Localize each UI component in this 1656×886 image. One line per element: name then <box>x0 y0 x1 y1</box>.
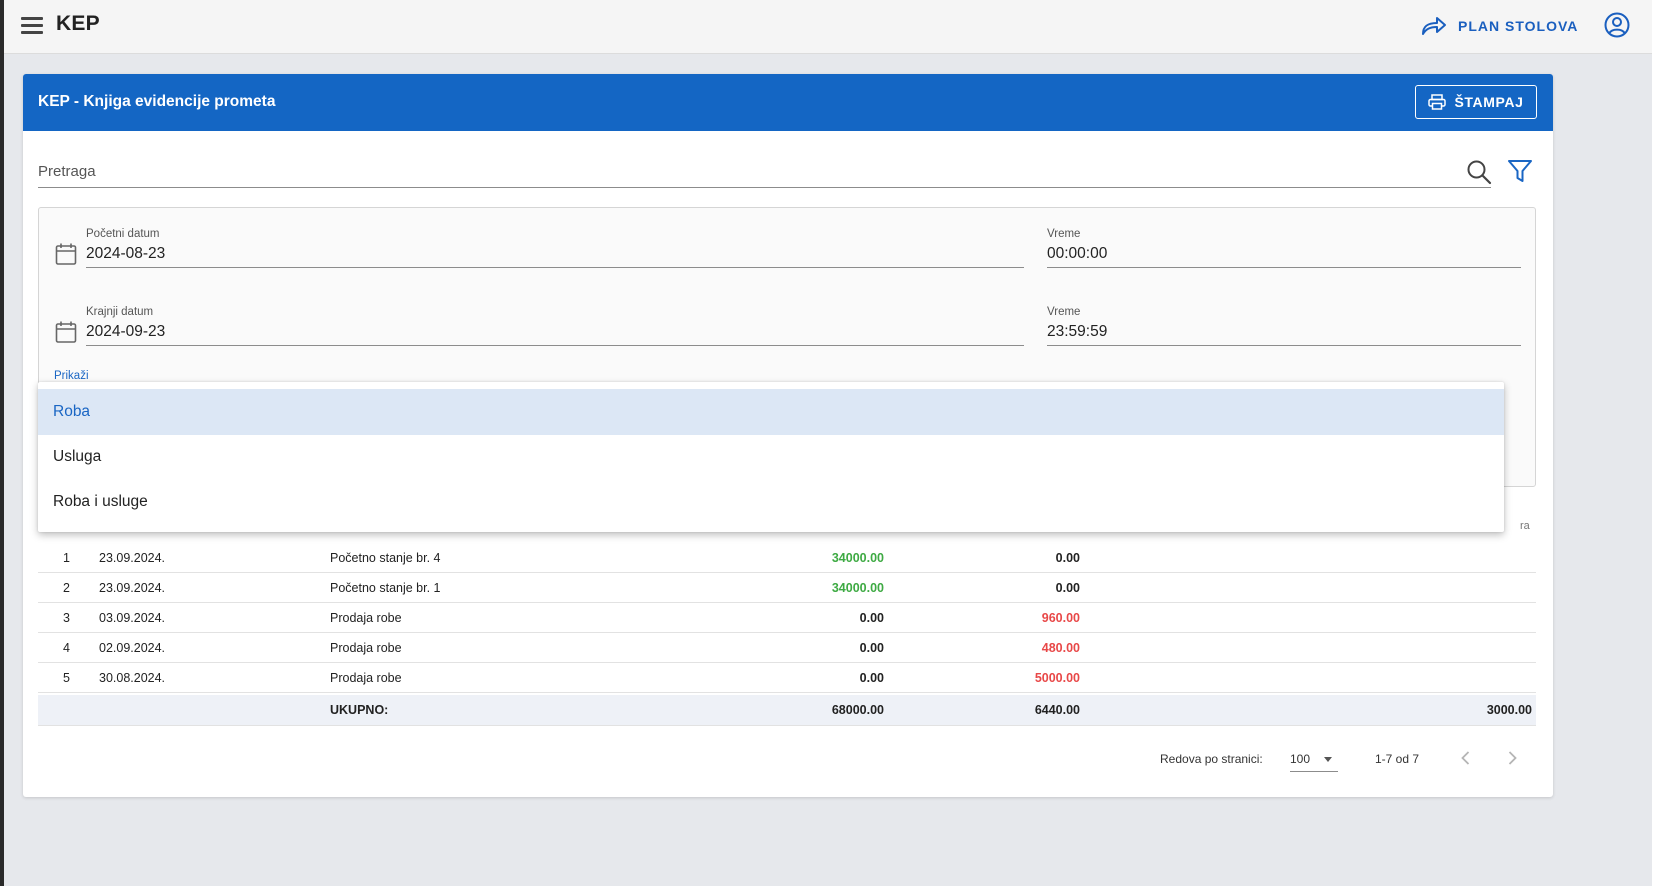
row-duguje: 34000.00 <box>832 581 884 595</box>
end-date-value: 2024-09-23 <box>86 323 165 341</box>
end-date-label: Krajnji datum <box>86 306 153 318</box>
table-row: 2 23.09.2024. Početno stanje br. 1 34000… <box>38 573 1536 603</box>
row-potrazuje: 0.00 <box>1056 551 1080 565</box>
row-date: 03.09.2024. <box>99 611 165 625</box>
start-time-label: Vreme <box>1047 228 1080 240</box>
plan-stolova-label: PLAN STOLOVA <box>1458 18 1578 34</box>
forward-arrow-icon <box>1420 15 1448 37</box>
dropdown-option-roba[interactable]: Roba <box>38 389 1504 435</box>
chevron-left-icon[interactable] <box>1458 749 1474 767</box>
row-date: 02.09.2024. <box>99 641 165 655</box>
row-number: 1 <box>63 551 70 565</box>
printer-icon <box>1428 94 1446 110</box>
rows-per-page-label: Redova po stranici: <box>1160 752 1263 766</box>
row-number: 4 <box>63 641 70 655</box>
column-header-partial: ra <box>1520 520 1530 532</box>
row-date: 23.09.2024. <box>99 581 165 595</box>
start-time-field[interactable]: Vreme 00:00:00 <box>1047 228 1521 268</box>
row-potrazuje: 480.00 <box>1042 641 1080 655</box>
row-number: 5 <box>63 671 70 685</box>
table-row: 3 03.09.2024. Prodaja robe 0.00 960.00 <box>38 603 1536 633</box>
row-description: Prodaja robe <box>330 671 402 685</box>
row-description: Početno stanje br. 4 <box>330 551 441 565</box>
rows-per-page-value: 100 <box>1290 752 1310 766</box>
show-select-dropdown: Roba Usluga Roba i usluge <box>38 382 1504 532</box>
app-root: KEP PLAN STOLOVA KEP - Knjiga evidencije… <box>4 0 1652 886</box>
total-duguje: 68000.00 <box>832 703 884 717</box>
row-potrazuje: 0.00 <box>1056 581 1080 595</box>
row-potrazuje: 960.00 <box>1042 611 1080 625</box>
row-description: Početno stanje br. 1 <box>330 581 441 595</box>
row-duguje: 0.00 <box>860 641 884 655</box>
plan-stolova-button[interactable]: PLAN STOLOVA <box>1420 11 1578 41</box>
row-date: 30.08.2024. <box>99 671 165 685</box>
dropdown-option-usluga[interactable]: Usluga <box>38 434 1504 480</box>
start-date-field[interactable]: Početni datum 2024-08-23 <box>86 228 1024 268</box>
search-input[interactable] <box>38 158 1438 184</box>
row-potrazuje: 5000.00 <box>1035 671 1080 685</box>
row-date: 23.09.2024. <box>99 551 165 565</box>
print-label: ŠTAMPAJ <box>1454 94 1523 110</box>
start-date-label: Početni datum <box>86 228 160 240</box>
rows-per-page-select[interactable]: 100 <box>1290 744 1338 772</box>
row-description: Prodaja robe <box>330 611 402 625</box>
show-select-label: Prikaži <box>54 370 89 382</box>
card-title: KEP - Knjiga evidencije prometa <box>38 93 275 111</box>
app-title: KEP <box>56 12 100 36</box>
table-row: 5 30.08.2024. Prodaja robe 0.00 5000.00 <box>38 663 1536 693</box>
search-field <box>38 152 1491 188</box>
end-time-field[interactable]: Vreme 23:59:59 <box>1047 306 1521 346</box>
calendar-icon[interactable] <box>55 320 77 344</box>
dropdown-arrow-icon <box>1324 757 1332 762</box>
row-number: 2 <box>63 581 70 595</box>
print-button[interactable]: ŠTAMPAJ <box>1415 85 1537 119</box>
card-header: KEP - Knjiga evidencije prometa ŠTAMPAJ <box>23 74 1553 131</box>
end-date-field[interactable]: Krajnji datum 2024-09-23 <box>86 306 1024 346</box>
top-app-bar: KEP PLAN STOLOVA <box>4 0 1652 54</box>
menu-icon[interactable] <box>18 13 46 39</box>
row-duguje: 0.00 <box>860 671 884 685</box>
row-duguje: 0.00 <box>860 611 884 625</box>
page-range: 1-7 od 7 <box>1375 752 1419 766</box>
table-row: 4 02.09.2024. Prodaja robe 0.00 480.00 <box>38 633 1536 663</box>
filter-icon[interactable] <box>1507 158 1533 184</box>
end-time-value: 23:59:59 <box>1047 323 1107 341</box>
end-time-label: Vreme <box>1047 306 1080 318</box>
start-date-value: 2024-08-23 <box>86 245 165 263</box>
dropdown-option-roba-i-usluge[interactable]: Roba i usluge <box>38 479 1504 525</box>
row-number: 3 <box>63 611 70 625</box>
calendar-icon[interactable] <box>55 242 77 266</box>
chevron-right-icon[interactable] <box>1504 749 1520 767</box>
total-saldo: 3000.00 <box>1487 703 1532 717</box>
table-total-row: UKUPNO: 68000.00 6440.00 3000.00 <box>38 695 1536 726</box>
account-icon[interactable] <box>1603 11 1631 39</box>
search-icon[interactable] <box>1466 159 1492 185</box>
total-potrazuje: 6440.00 <box>1035 703 1080 717</box>
pagination: Redova po stranici: 100 1-7 od 7 <box>1160 744 1540 772</box>
total-label: UKUPNO: <box>330 703 388 717</box>
row-duguje: 34000.00 <box>832 551 884 565</box>
row-description: Prodaja robe <box>330 641 402 655</box>
window-edge <box>1652 0 1656 886</box>
table-row: 1 23.09.2024. Početno stanje br. 4 34000… <box>38 543 1536 573</box>
start-time-value: 00:00:00 <box>1047 245 1107 263</box>
